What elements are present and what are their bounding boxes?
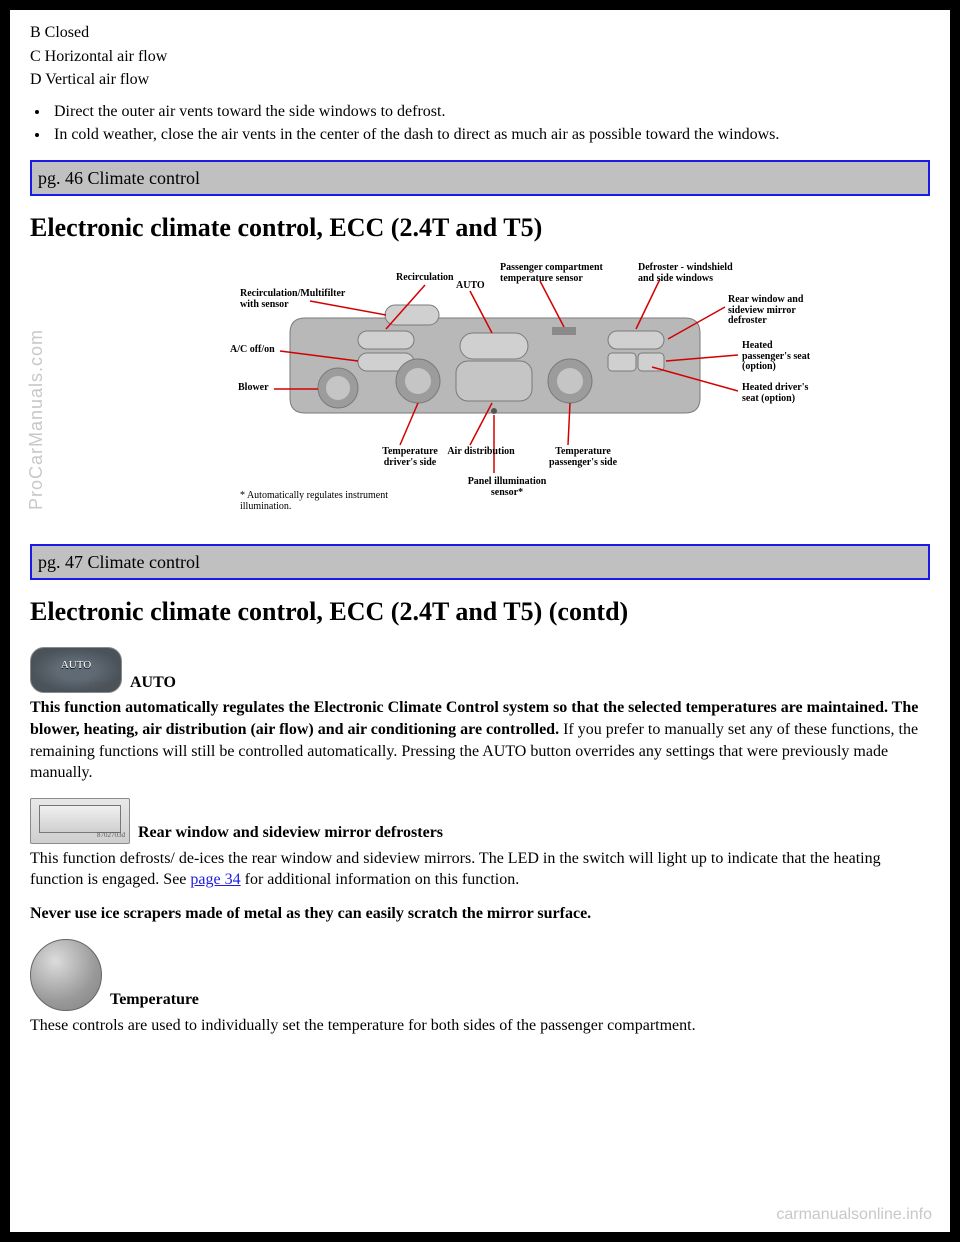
label-note: * Automatically regulates instrument ill…	[240, 491, 440, 512]
ecc-diagram: Recirculation/Multifilter with sensor Re…	[30, 263, 930, 530]
label-blower: Blower	[238, 383, 269, 394]
rear-caption: Rear window and sideview mirror defroste…	[138, 822, 443, 844]
page: ProCarManuals.com B Closed C Horizontal …	[0, 0, 960, 1242]
line-d: D Vertical air flow	[30, 69, 930, 91]
label-ac: A/C off/on	[230, 345, 275, 356]
intro-lines: B Closed C Horizontal air flow D Vertica…	[30, 22, 930, 91]
label-recirc-multi: Recirculation/Multifilter with sensor	[240, 289, 380, 310]
temperature-knob-icon	[30, 939, 102, 1011]
auto-paragraph: This function automatically regulates th…	[30, 697, 930, 783]
bullet-1: Direct the outer air vents toward the si…	[50, 101, 930, 123]
label-rear: Rear window and sideview mirror defroste…	[728, 295, 828, 327]
label-heated-driver: Heated driver's seat (option)	[742, 383, 842, 404]
rear-defroster-icon	[30, 798, 130, 844]
temp-icon-row: Temperature	[30, 939, 930, 1011]
rear-icon-row: Rear window and sideview mirror defroste…	[30, 798, 930, 844]
heading-ecc-contd: Electronic climate control, ECC (2.4T an…	[30, 594, 930, 629]
bullet-list: Direct the outer air vents toward the si…	[50, 101, 930, 146]
label-airdist: Air distribution	[436, 447, 526, 458]
label-heated-passenger: Heated passenger's seat (option)	[742, 341, 842, 373]
page-banner-47: pg. 47 Climate control	[30, 544, 930, 580]
line-c: C Horizontal air flow	[30, 46, 930, 68]
line-b: B Closed	[30, 22, 930, 44]
label-panel-illum: Panel illumination sensor*	[452, 477, 562, 498]
bullet-2: In cold weather, close the air vents in …	[50, 124, 930, 146]
warning-paragraph: Never use ice scrapers made of metal as …	[30, 903, 930, 925]
temp-paragraph: These controls are used to individually …	[30, 1015, 930, 1037]
label-auto: AUTO	[456, 281, 485, 292]
page-banner-46: pg. 46 Climate control	[30, 160, 930, 196]
temp-caption: Temperature	[110, 989, 199, 1011]
watermark: ProCarManuals.com	[24, 329, 48, 510]
ecc-panel-block: Recirculation/Multifilter with sensor Re…	[140, 263, 820, 523]
label-recirc: Recirculation	[396, 273, 454, 284]
auto-button-icon	[30, 647, 122, 693]
rear-paragraph: This function defrosts/ de-ices the rear…	[30, 848, 930, 891]
label-temp-passenger: Temperature passenger's side	[538, 447, 628, 468]
warning-text: Never use ice scrapers made of metal as …	[30, 905, 591, 922]
auto-caption: AUTO	[130, 672, 176, 694]
page-34-link[interactable]: page 34	[190, 871, 240, 888]
label-defroster: Defroster - windshield and side windows	[638, 263, 768, 284]
rear-text-b: for additional information on this funct…	[241, 871, 520, 888]
auto-icon-row: AUTO	[30, 647, 930, 693]
heading-ecc: Electronic climate control, ECC (2.4T an…	[30, 210, 930, 245]
label-pass-sensor: Passenger compartment temperature sensor	[500, 263, 630, 284]
footer-url: carmanualsonline.info	[776, 1204, 932, 1226]
